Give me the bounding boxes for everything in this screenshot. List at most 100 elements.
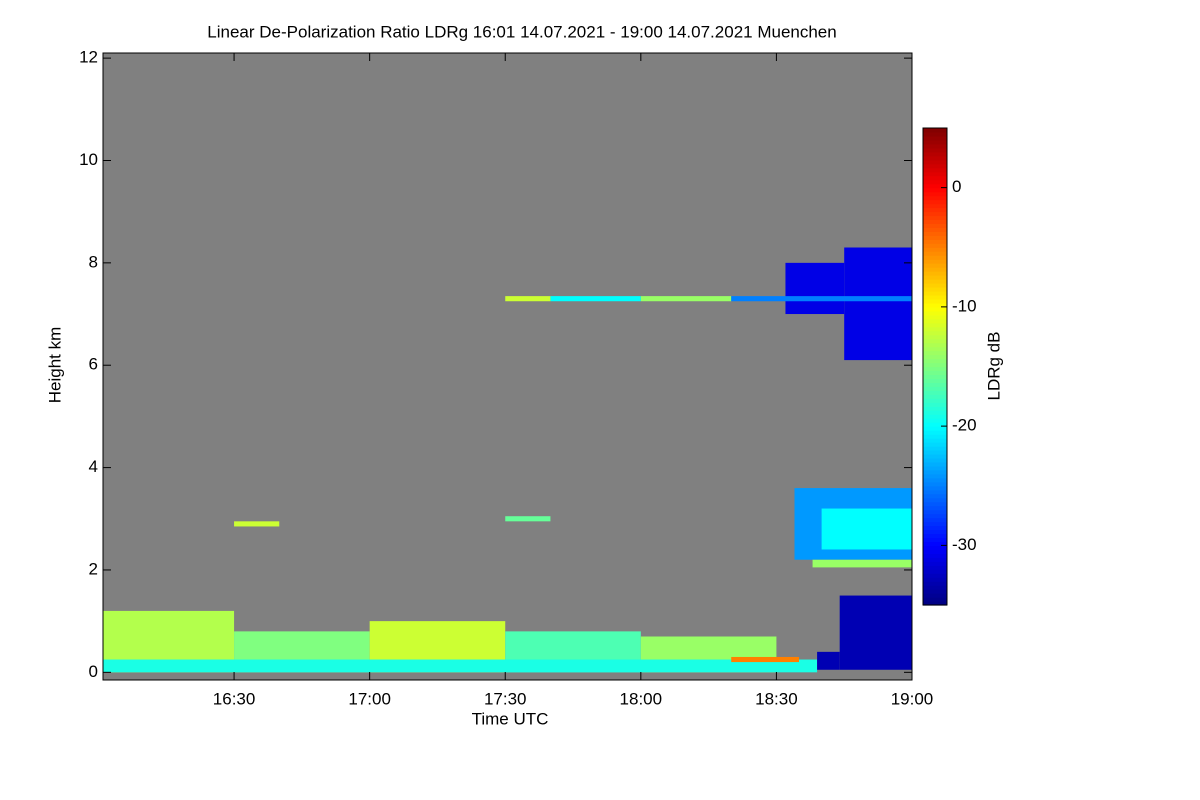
x-tick-label: 18:00 — [620, 689, 663, 708]
colorbar-swatch — [923, 294, 947, 300]
x-tick-label: 19:00 — [891, 689, 934, 708]
colorbar-swatch — [923, 350, 947, 356]
colorbar-swatch — [923, 183, 947, 189]
colorbar-swatch — [923, 227, 947, 232]
colorbar-swatch — [923, 318, 947, 324]
colorbar-swatch — [923, 577, 947, 582]
heatmap-cell — [505, 516, 551, 522]
colorbar-swatch — [923, 314, 947, 320]
colorbar-swatch — [923, 398, 947, 403]
colorbar-swatch — [923, 267, 947, 272]
y-tick-label: 10 — [79, 150, 98, 169]
colorbar-swatch — [923, 283, 947, 288]
colorbar-swatch — [923, 561, 947, 566]
colorbar-swatch — [923, 279, 947, 284]
colorbar-swatch — [923, 306, 947, 312]
colorbar-swatch — [923, 453, 947, 459]
colorbar-swatch — [923, 155, 947, 161]
colorbar-swatch — [923, 128, 947, 133]
colorbar-swatch — [923, 422, 947, 427]
colorbar-swatch — [923, 390, 947, 395]
colorbar-swatch — [923, 545, 947, 550]
colorbar-swatch — [923, 131, 947, 137]
colorbar-swatch — [923, 461, 947, 467]
colorbar-swatch — [923, 513, 947, 519]
colorbar-swatch — [923, 529, 947, 535]
colorbar-swatch — [923, 179, 947, 185]
colorbar-swatch — [923, 541, 947, 546]
heatmap-cell — [844, 247, 912, 361]
colorbar-swatch — [923, 271, 947, 276]
colorbar-swatch — [923, 215, 947, 221]
colorbar-swatch — [923, 565, 947, 570]
colorbar-swatch — [923, 493, 947, 499]
y-tick-label: 8 — [89, 252, 98, 271]
x-tick-label: 17:00 — [348, 689, 391, 708]
y-tick-label: 6 — [89, 355, 98, 374]
heatmap-cell — [821, 508, 912, 550]
colorbar-swatch — [923, 203, 947, 209]
colorbar-swatch — [923, 477, 947, 483]
colorbar-swatch — [923, 402, 947, 407]
colorbar-swatch — [923, 211, 947, 217]
colorbar-swatch — [923, 394, 947, 399]
y-tick-label: 12 — [79, 48, 98, 67]
colorbar-swatch — [923, 505, 947, 511]
colorbar-swatch — [923, 370, 947, 376]
y-tick-label: 0 — [89, 662, 98, 681]
colorbar-swatch — [923, 175, 947, 181]
colorbar-swatch — [923, 481, 947, 487]
y-tick-label: 4 — [89, 457, 98, 476]
colorbar-swatch — [923, 473, 947, 479]
colorbar-swatch — [923, 235, 947, 240]
colorbar-swatch — [923, 501, 947, 507]
plot-background — [103, 53, 912, 680]
colorbar-swatch — [923, 442, 947, 447]
colorbar-tick-label: -20 — [952, 416, 977, 435]
colorbar-swatch — [923, 338, 947, 344]
colorbar-swatch — [923, 310, 947, 316]
colorbar-swatch — [923, 207, 947, 213]
colorbar-swatch — [923, 569, 947, 574]
colorbar-swatch — [923, 521, 947, 527]
colorbar-swatch — [923, 322, 947, 328]
colorbar-swatch — [923, 342, 947, 348]
colorbar-swatch — [923, 549, 947, 554]
heatmap-cell — [505, 296, 551, 302]
heatmap-cell — [731, 296, 912, 302]
colorbar-swatch — [923, 378, 947, 383]
heatmap-cell — [817, 651, 840, 670]
colorbar-swatch — [923, 509, 947, 515]
colorbar-swatch — [923, 163, 947, 169]
colorbar-swatch — [923, 414, 947, 419]
colorbar-swatch — [923, 334, 947, 340]
colorbar-swatch — [923, 263, 947, 268]
colorbar-swatch — [923, 259, 947, 264]
colorbar-swatch — [923, 601, 947, 606]
colorbar-swatch — [923, 418, 947, 423]
heatmap-cell — [234, 521, 280, 527]
x-tick-label: 18:30 — [755, 689, 798, 708]
colorbar-swatch — [923, 374, 947, 380]
colorbar-swatch — [923, 219, 947, 224]
colorbar-swatch — [923, 438, 947, 443]
colorbar-swatch — [923, 247, 947, 252]
x-axis-label: Time UTC — [472, 709, 549, 728]
colorbar-swatch — [923, 298, 947, 304]
heatmap-cell — [640, 296, 732, 302]
colorbar-swatch — [923, 573, 947, 578]
x-tick-label: 17:30 — [484, 689, 527, 708]
colorbar-frame — [922, 127, 948, 606]
heatmap-cell — [731, 656, 800, 663]
heatmap-cell — [103, 659, 818, 673]
colorbar-swatch — [923, 290, 947, 296]
colorbar-swatch — [923, 465, 947, 471]
colorbar-swatch — [923, 449, 947, 455]
colorbar-swatch — [923, 457, 947, 463]
colorbar-swatch — [923, 537, 947, 542]
colorbar-swatch — [923, 151, 947, 157]
heatmap-cell — [812, 559, 912, 568]
colorbar-swatch — [923, 366, 947, 372]
colorbar-swatch — [923, 255, 947, 260]
